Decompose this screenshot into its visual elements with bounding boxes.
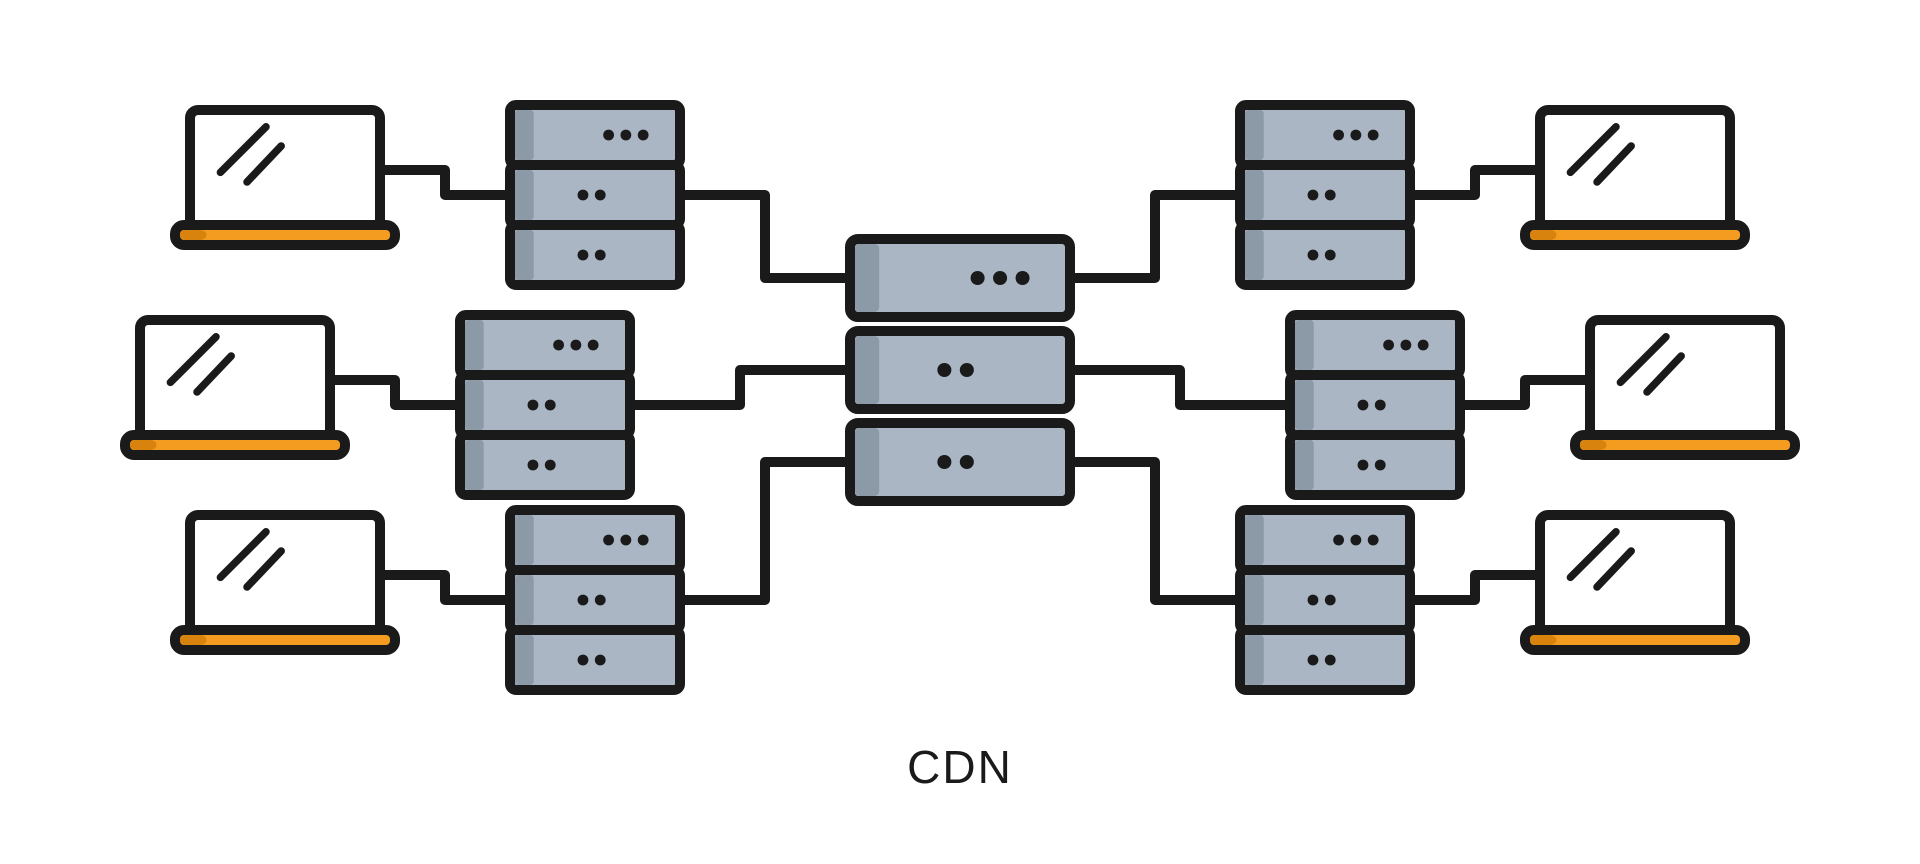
laptop-icon xyxy=(1525,515,1745,650)
edge-server-icon xyxy=(460,315,630,495)
laptop-icon xyxy=(1575,320,1795,455)
link-central-es-tl xyxy=(680,195,850,278)
edge-server-icon xyxy=(510,510,680,690)
laptop-icon xyxy=(125,320,345,455)
diagram-stage: CDN xyxy=(0,0,1920,864)
laptop-icon xyxy=(1525,110,1745,245)
nodes-layer xyxy=(125,105,1795,690)
link-es-br-lp-br xyxy=(1410,575,1540,600)
edge-server-icon xyxy=(510,105,680,285)
edge-server-icon xyxy=(1240,510,1410,690)
link-central-es-mr xyxy=(1070,370,1290,405)
laptop-icon xyxy=(175,515,395,650)
central-server-icon xyxy=(850,239,1070,501)
link-central-es-ml xyxy=(630,370,850,405)
edge-server-icon xyxy=(1290,315,1460,495)
link-es-ml-lp-ml xyxy=(330,380,460,405)
cdn-network-diagram-svg xyxy=(0,0,1920,864)
laptop-icon xyxy=(175,110,395,245)
diagram-caption: CDN xyxy=(0,740,1920,794)
link-es-bl-lp-bl xyxy=(380,575,510,600)
edge-server-icon xyxy=(1240,105,1410,285)
link-central-es-br xyxy=(1070,462,1240,600)
link-central-es-bl xyxy=(680,462,850,600)
link-es-mr-lp-mr xyxy=(1460,380,1590,405)
link-es-tr-lp-tr xyxy=(1410,170,1540,195)
link-central-es-tr xyxy=(1070,195,1240,278)
link-es-tl-lp-tl xyxy=(380,170,510,195)
